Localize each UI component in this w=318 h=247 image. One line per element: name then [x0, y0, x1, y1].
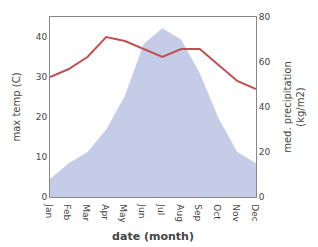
svg-text:60: 60 — [259, 57, 271, 67]
svg-text:Nov: Nov — [231, 204, 241, 222]
svg-text:40: 40 — [259, 102, 271, 112]
svg-text:Apr: Apr — [100, 204, 110, 220]
svg-text:0: 0 — [41, 192, 47, 202]
svg-text:30: 30 — [36, 72, 48, 82]
svg-text:Jun: Jun — [137, 203, 147, 218]
svg-text:Feb: Feb — [62, 204, 72, 220]
svg-text:Jan: Jan — [44, 203, 54, 218]
svg-text:Sep: Sep — [193, 204, 203, 221]
svg-text:med. precipitation(kg/m2): med. precipitation(kg/m2) — [282, 61, 306, 153]
svg-text:May: May — [118, 204, 128, 223]
svg-text:40: 40 — [36, 32, 48, 42]
svg-text:80: 80 — [259, 12, 271, 22]
svg-text:Mar: Mar — [81, 204, 91, 221]
svg-text:max temp (C): max temp (C) — [11, 72, 22, 141]
svg-text:Oct: Oct — [212, 204, 222, 220]
svg-text:20: 20 — [259, 147, 271, 157]
svg-text:Aug: Aug — [175, 204, 185, 222]
svg-text:0: 0 — [259, 192, 265, 202]
svg-text:10: 10 — [36, 152, 48, 162]
svg-text:Jul: Jul — [156, 203, 166, 215]
svg-text:20: 20 — [36, 112, 48, 122]
svg-text:Dec: Dec — [250, 204, 260, 221]
svg-text:date (month): date (month) — [112, 230, 194, 243]
